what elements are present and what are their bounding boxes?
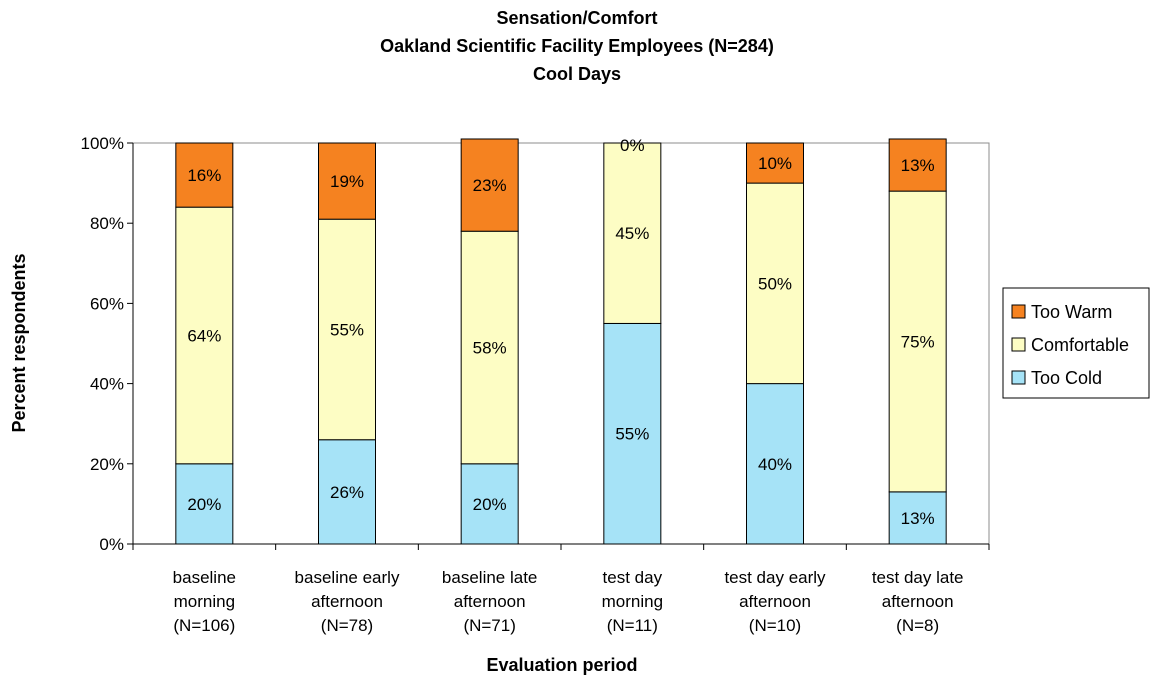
x-tick-label: baseline early afternoon (N=78) — [295, 568, 400, 635]
bar-comfortable — [318, 218, 376, 441]
data-label-comfortable: 58% — [473, 339, 507, 358]
y-tick-label: 20% — [90, 455, 124, 474]
legend: Too Warm Comfortable Too Cold — [1011, 302, 1129, 388]
data-label-too-warm: 0% — [620, 136, 645, 155]
chart-title-line-1: Sensation/Comfort — [496, 8, 657, 28]
legend-label-too-cold: Too Cold — [1031, 368, 1102, 388]
plot-area — [132, 142, 990, 545]
data-label-too-warm: 16% — [187, 166, 221, 185]
legend-swatch-too-warm — [1011, 304, 1026, 319]
data-label-too-warm: 19% — [330, 172, 364, 191]
legend-label-comfortable: Comfortable — [1031, 335, 1129, 355]
data-label-too-cold: 26% — [330, 483, 364, 502]
x-tick-label: test day early afternoon (N=10) — [724, 568, 826, 635]
data-label-too-cold: 20% — [473, 495, 507, 514]
data-label-too-warm: 13% — [901, 156, 935, 175]
y-tick-label: 100% — [81, 134, 124, 153]
x-tick-label: test day morning (N=11) — [602, 568, 663, 635]
data-label-comfortable: 45% — [615, 224, 649, 243]
bar-comfortable — [460, 230, 519, 465]
legend-swatch-comfortable — [1011, 337, 1026, 352]
x-tick-label: baseline morning (N=106) — [173, 568, 236, 635]
bar-too-cold — [175, 463, 234, 545]
data-label-too-cold: 20% — [187, 495, 221, 514]
bar-too-warm — [888, 138, 947, 192]
data-label-comfortable: 50% — [758, 274, 792, 293]
x-axis-title: Evaluation period — [486, 655, 637, 675]
y-tick-label: 0% — [99, 535, 124, 554]
legend-swatch-too-cold — [1011, 370, 1026, 385]
y-tick-label: 40% — [90, 375, 124, 394]
x-axis: baseline morning (N=106) baseline early afte… — [132, 543, 990, 635]
bar-too-cold — [603, 322, 662, 545]
y-tick-label: 80% — [90, 214, 124, 233]
data-label-too-cold: 40% — [758, 455, 792, 474]
y-axis-title: Percent respondents — [9, 253, 29, 432]
bars-layer — [175, 138, 947, 545]
bar-too-warm — [746, 142, 804, 184]
data-label-comfortable: 64% — [187, 326, 221, 345]
data-label-comfortable: 55% — [330, 320, 364, 339]
data-label-too-cold: 55% — [615, 425, 649, 444]
y-axis: 0% 20% 40% 60% 80% 100% — [81, 134, 134, 554]
chart-title-line-2: Oakland Scientific Facility Employees (N… — [380, 36, 774, 56]
data-label-too-cold: 13% — [901, 509, 935, 528]
bar-too-cold — [746, 383, 804, 545]
bar-comfortable — [888, 190, 947, 493]
data-labels-layer: 20% 64% 16% 26% 55% 19% 20% 58% 23% 55% 45% 0% 40% 50… — [187, 136, 934, 528]
bar-comfortable — [175, 206, 234, 465]
y-tick-label: 60% — [90, 294, 124, 313]
bar-too-warm — [175, 142, 234, 208]
bar-too-cold — [318, 439, 376, 545]
bar-too-warm — [460, 138, 519, 232]
bar-too-warm — [318, 142, 376, 220]
x-tick-label: test day late afternoon (N=8) — [872, 568, 964, 635]
bar-comfortable — [746, 182, 804, 385]
data-label-too-warm: 23% — [473, 176, 507, 195]
data-label-too-warm: 10% — [758, 154, 792, 173]
chart-title: Sensation/Comfort Oakland Scientific Fac… — [380, 8, 774, 84]
legend-label-too-warm: Too Warm — [1031, 302, 1112, 322]
chart-title-line-3: Cool Days — [533, 64, 621, 84]
bar-comfortable — [603, 142, 662, 324]
x-tick-label: baseline late afternoon (N=71) — [442, 568, 537, 635]
data-label-comfortable: 75% — [901, 332, 935, 351]
legend-box — [1002, 287, 1150, 399]
